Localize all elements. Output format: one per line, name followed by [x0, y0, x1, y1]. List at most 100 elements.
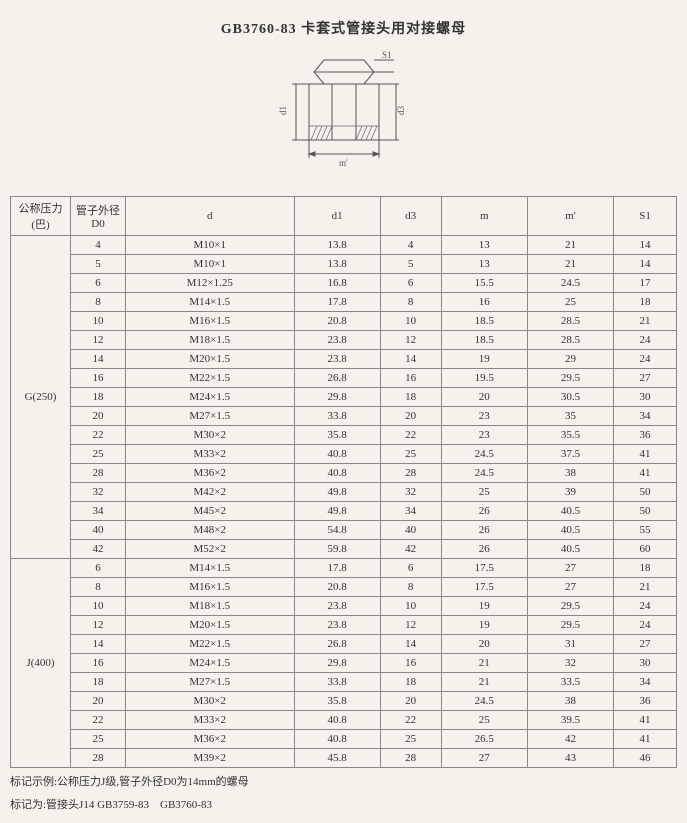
cell-mp: 25 [527, 293, 613, 312]
cell-mp: 27 [527, 578, 613, 597]
cell-d1: 54.8 [294, 521, 380, 540]
cell-d0: 28 [71, 749, 126, 768]
cell-d0: 40 [71, 521, 126, 540]
cell-mp: 43 [527, 749, 613, 768]
header-d: d [126, 197, 295, 236]
cell-m: 26 [441, 502, 527, 521]
header-s1: S1 [614, 197, 677, 236]
cell-d: M16×1.5 [126, 578, 295, 597]
cell-d3: 14 [380, 350, 441, 369]
cell-d0: 4 [71, 236, 126, 255]
cell-d1: 49.8 [294, 483, 380, 502]
cell-d: M24×1.5 [126, 654, 295, 673]
cell-mp: 40.5 [527, 521, 613, 540]
table-row: 10M16×1.520.81018.528.521 [11, 312, 677, 331]
cell-d3: 32 [380, 483, 441, 502]
cell-s1: 36 [614, 426, 677, 445]
cell-d0: 16 [71, 369, 126, 388]
cell-d3: 28 [380, 749, 441, 768]
cell-s1: 21 [614, 312, 677, 331]
cell-d3: 22 [380, 426, 441, 445]
cell-d: M33×2 [126, 711, 295, 730]
cell-d0: 8 [71, 578, 126, 597]
cell-d0: 6 [71, 274, 126, 293]
cell-mp: 40.5 [527, 540, 613, 559]
cell-d3: 28 [380, 464, 441, 483]
table-row: 25M36×240.82526.54241 [11, 730, 677, 749]
cell-d0: 20 [71, 692, 126, 711]
cell-d1: 23.8 [294, 616, 380, 635]
cell-d0: 25 [71, 445, 126, 464]
table-row: 5M10×113.85132114 [11, 255, 677, 274]
table-row: 20M30×235.82024.53836 [11, 692, 677, 711]
table-row: 28M36×240.82824.53841 [11, 464, 677, 483]
header-m-prime: m' [527, 197, 613, 236]
cell-mp: 32 [527, 654, 613, 673]
cell-s1: 18 [614, 559, 677, 578]
cell-mp: 29.5 [527, 597, 613, 616]
cell-d0: 22 [71, 426, 126, 445]
cell-d1: 20.8 [294, 578, 380, 597]
cell-m: 15.5 [441, 274, 527, 293]
cell-d1: 40.8 [294, 730, 380, 749]
cell-d3: 34 [380, 502, 441, 521]
cell-d0: 12 [71, 616, 126, 635]
cell-d1: 23.8 [294, 597, 380, 616]
cell-d3: 18 [380, 388, 441, 407]
cell-d1: 13.8 [294, 236, 380, 255]
cell-d3: 20 [380, 407, 441, 426]
cell-m: 23 [441, 407, 527, 426]
cell-d3: 25 [380, 445, 441, 464]
cell-d: M36×2 [126, 464, 295, 483]
cell-d3: 16 [380, 369, 441, 388]
cell-d1: 26.8 [294, 369, 380, 388]
cell-m: 25 [441, 483, 527, 502]
cell-s1: 41 [614, 711, 677, 730]
footnote-2: 标记为:管接头J14 GB3759-83 GB3760-83 [10, 797, 677, 814]
cell-m: 18.5 [441, 331, 527, 350]
cell-s1: 30 [614, 388, 677, 407]
cell-mp: 40.5 [527, 502, 613, 521]
cell-d1: 29.8 [294, 388, 380, 407]
cell-mp: 27 [527, 559, 613, 578]
cell-d0: 28 [71, 464, 126, 483]
svg-text:d1: d1 [278, 106, 288, 115]
cell-d1: 33.8 [294, 407, 380, 426]
table-row: 14M20×1.523.814192924 [11, 350, 677, 369]
cell-m: 19.5 [441, 369, 527, 388]
cell-d1: 40.8 [294, 711, 380, 730]
cell-d: M48×2 [126, 521, 295, 540]
header-d3: d3 [380, 197, 441, 236]
cell-m: 26 [441, 540, 527, 559]
table-row: 18M24×1.529.8182030.530 [11, 388, 677, 407]
table-row: 12M20×1.523.8121929.524 [11, 616, 677, 635]
cell-s1: 30 [614, 654, 677, 673]
spec-table: 公称压力(巴) 管子外径D0 d d1 d3 m m' S1 G(250)4M1… [10, 196, 677, 768]
svg-text:m': m' [339, 158, 348, 168]
header-d1: d1 [294, 197, 380, 236]
cell-d1: 20.8 [294, 312, 380, 331]
table-row: 20M27×1.533.820233534 [11, 407, 677, 426]
cell-s1: 17 [614, 274, 677, 293]
cell-d3: 12 [380, 616, 441, 635]
footnote-1: 标记示例:公称压力J级,管子外径D0为14mm的螺母 [10, 774, 677, 791]
cell-m: 25 [441, 711, 527, 730]
cell-d3: 16 [380, 654, 441, 673]
cell-d3: 12 [380, 331, 441, 350]
table-row: 22M30×235.8222335.536 [11, 426, 677, 445]
cell-m: 21 [441, 673, 527, 692]
cell-mp: 35.5 [527, 426, 613, 445]
cell-m: 26 [441, 521, 527, 540]
cell-d3: 8 [380, 578, 441, 597]
cell-s1: 41 [614, 730, 677, 749]
cell-mp: 31 [527, 635, 613, 654]
cell-d1: 23.8 [294, 331, 380, 350]
cell-d1: 35.8 [294, 426, 380, 445]
table-row: J(400)6M14×1.517.8617.52718 [11, 559, 677, 578]
cell-m: 24.5 [441, 445, 527, 464]
table-row: 18M27×1.533.8182133.534 [11, 673, 677, 692]
cell-d3: 18 [380, 673, 441, 692]
svg-text:S1: S1 [382, 50, 392, 60]
table-row: 25M33×240.82524.537.541 [11, 445, 677, 464]
header-pressure: 公称压力(巴) [11, 197, 71, 236]
